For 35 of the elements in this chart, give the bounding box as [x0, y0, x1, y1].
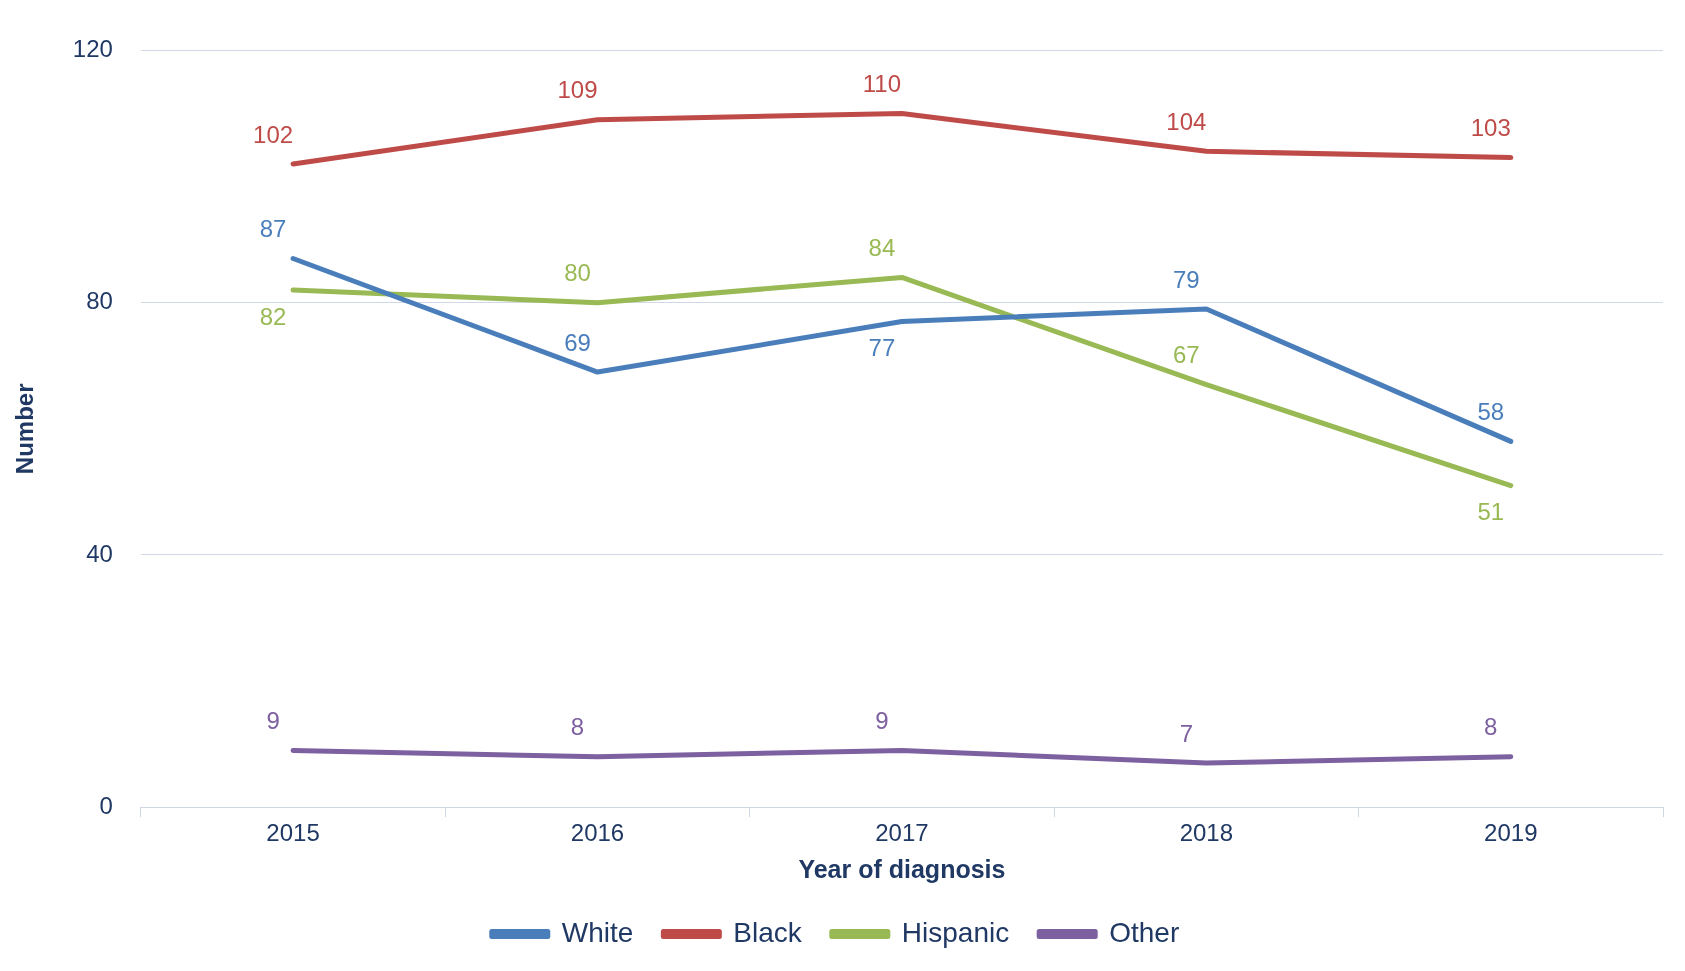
y-axis-title: Number — [11, 383, 39, 475]
x-tick-label: 2019 — [1484, 819, 1538, 847]
y-tick-label: 40 — [86, 539, 113, 567]
legend-label: Black — [733, 916, 803, 948]
x-axis-title: Year of diagnosis — [798, 854, 1006, 883]
data-label: 84 — [868, 234, 896, 262]
data-label: 80 — [564, 259, 591, 287]
data-label: 8 — [1484, 713, 1498, 741]
y-tick-label: 80 — [86, 287, 113, 315]
data-label: 67 — [1173, 341, 1200, 369]
legend-label: Hispanic — [901, 916, 1010, 948]
legend-label: White — [561, 916, 634, 948]
y-tick-label: 0 — [99, 791, 113, 819]
data-label: 103 — [1470, 114, 1511, 142]
x-tick-label: 2016 — [570, 819, 625, 847]
data-label: 79 — [1173, 265, 1200, 293]
data-label: 77 — [868, 334, 896, 362]
data-label: 104 — [1166, 107, 1207, 135]
data-label: 51 — [1477, 498, 1505, 526]
legend-label: Other — [1109, 916, 1180, 948]
data-label: 9 — [875, 707, 889, 735]
y-tick-label: 120 — [72, 35, 113, 63]
data-label: 58 — [1477, 398, 1505, 426]
x-tick-label: 2017 — [875, 819, 929, 847]
data-label: 7 — [1179, 719, 1194, 747]
data-label: 69 — [564, 328, 591, 356]
data-label: 8 — [570, 713, 585, 741]
x-tick-label: 2018 — [1179, 819, 1234, 847]
data-label: 109 — [557, 76, 598, 104]
data-label: 102 — [253, 120, 294, 148]
data-label: 87 — [259, 215, 287, 243]
data-label: 9 — [266, 707, 280, 735]
data-label: 82 — [259, 302, 287, 330]
x-tick-label: 2015 — [266, 819, 320, 847]
data-label: 110 — [862, 70, 902, 98]
